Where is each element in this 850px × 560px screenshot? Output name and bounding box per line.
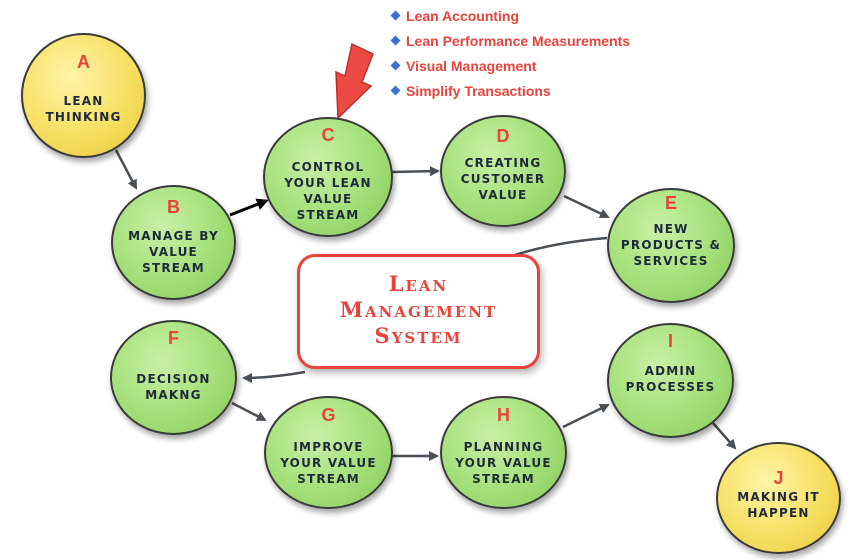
lean-management-system-box: Lean Management System [297, 254, 540, 369]
node-label: IMPROVE YOUR VALUE STREAM [280, 440, 377, 486]
bullet-text: Simplify Transactions [406, 83, 551, 99]
node-label: MANAGE BY VALUE STREAM [128, 229, 219, 275]
node-letter: F [168, 328, 179, 348]
node-letter: C [321, 125, 335, 145]
node-label: MAKING IT HAPPEN [737, 490, 820, 520]
center-title: Lean Management System [339, 271, 498, 348]
node-h: H PLANNING YOUR VALUE STREAM [440, 396, 567, 509]
node-i: I ADMIN PROCESSES [607, 323, 734, 438]
node-letter: B [167, 197, 180, 217]
connector-center-f [242, 370, 306, 383]
node-letter: D [496, 126, 510, 146]
node-f: F DECISION MAKNG [110, 320, 237, 435]
connector-d-e [563, 194, 610, 219]
connector-h-i [562, 403, 610, 429]
bullet-text: Lean Performance Measurements [406, 33, 631, 49]
node-label: NEW PRODUCTS & SERVICES [620, 222, 722, 268]
node-letter: H [497, 405, 510, 425]
node-label: PLANNING YOUR VALUE STREAM [455, 440, 552, 486]
node-label: CREATING CUSTOMER VALUE [460, 156, 546, 202]
node-b: B MANAGE BY VALUE STREAM [111, 185, 236, 300]
node-letter: I [667, 331, 673, 351]
connector-e-center [514, 236, 608, 257]
node-letter: G [321, 405, 336, 425]
node-j: J MAKING IT HAPPEN [716, 442, 841, 554]
node-label: DECISION MAKNG [136, 372, 211, 402]
connector-a-b [114, 149, 138, 190]
node-letter: J [773, 468, 784, 488]
node-label: LEAN THINKING [45, 94, 122, 124]
connector-i-j [712, 422, 737, 450]
node-e: E NEW PRODUCTS & SERVICES [607, 188, 735, 303]
connector-f-g [231, 401, 267, 422]
connector-c-d [391, 166, 440, 177]
node-d: D CREATING CUSTOMER VALUE [440, 115, 566, 227]
bullet-text: Lean Accounting [406, 8, 520, 24]
connector-b-c [229, 198, 269, 217]
node-g: G IMPROVE YOUR VALUE STREAM [264, 396, 393, 509]
node-letter: E [664, 193, 677, 213]
bullet-text: Visual Management [406, 58, 537, 74]
pointer-arrow-icon [335, 42, 374, 120]
node-label: ADMIN PROCESSES [625, 364, 716, 394]
node-label: CONTROL YOUR LEAN VALUE STREAM [284, 160, 372, 222]
node-a: A LEAN THINKING [21, 33, 146, 158]
node-letter: A [77, 52, 90, 72]
node-c: C CONTROL YOUR LEAN VALUE STREAM [263, 117, 393, 237]
